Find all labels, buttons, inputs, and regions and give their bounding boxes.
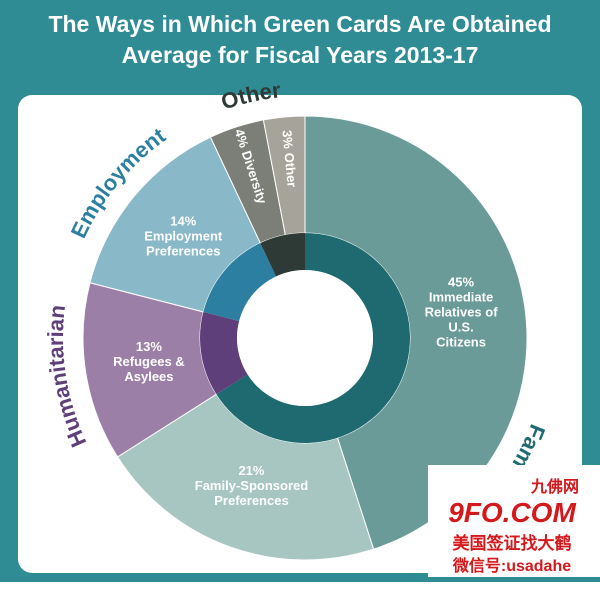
chart-title: The Ways in Which Green Cards Are Obtain… — [48, 11, 551, 37]
value-label: 3% — [279, 129, 296, 150]
value-label: 4% — [231, 127, 251, 150]
group-ring — [200, 311, 248, 395]
watermark-line2: 微信号:usadahe — [452, 556, 571, 575]
slice-name: Relatives of — [425, 305, 499, 320]
value-label: 21% — [238, 463, 264, 478]
slice-name: Other — [281, 152, 299, 188]
watermark-box — [428, 465, 600, 577]
value-label: 13% — [136, 339, 162, 354]
group-ring — [203, 242, 277, 322]
watermark-line1: 美国签证找大鹤 — [453, 533, 572, 553]
hole — [237, 270, 373, 406]
value-label: 14% — [170, 214, 196, 229]
slice-name: Asylees — [124, 369, 173, 384]
slice-label: 3% Other — [279, 129, 299, 188]
group-ring — [216, 233, 411, 443]
slice-name: Immediate — [429, 290, 493, 305]
group-ring — [260, 233, 305, 277]
slice-name: U.S. — [448, 320, 473, 335]
watermark: 九佛网 9FO.COM 美国签证找大鹤 微信号:usadahe — [428, 465, 600, 577]
slice-name: Family-Sponsored — [195, 478, 308, 493]
slice-name: Refugees & — [113, 354, 185, 369]
value-label: 45% — [448, 275, 474, 290]
slice-name: Preferences — [146, 244, 220, 259]
slice-name: Citizens — [436, 335, 486, 350]
slice-name: Employment — [144, 229, 223, 244]
watermark-site-cn: 九佛网 — [530, 477, 579, 496]
watermark-site: 9FO.COM — [448, 497, 576, 528]
slice-name: Preferences — [214, 493, 288, 508]
chart-subtitle: Average for Fiscal Years 2013-17 — [122, 42, 479, 68]
